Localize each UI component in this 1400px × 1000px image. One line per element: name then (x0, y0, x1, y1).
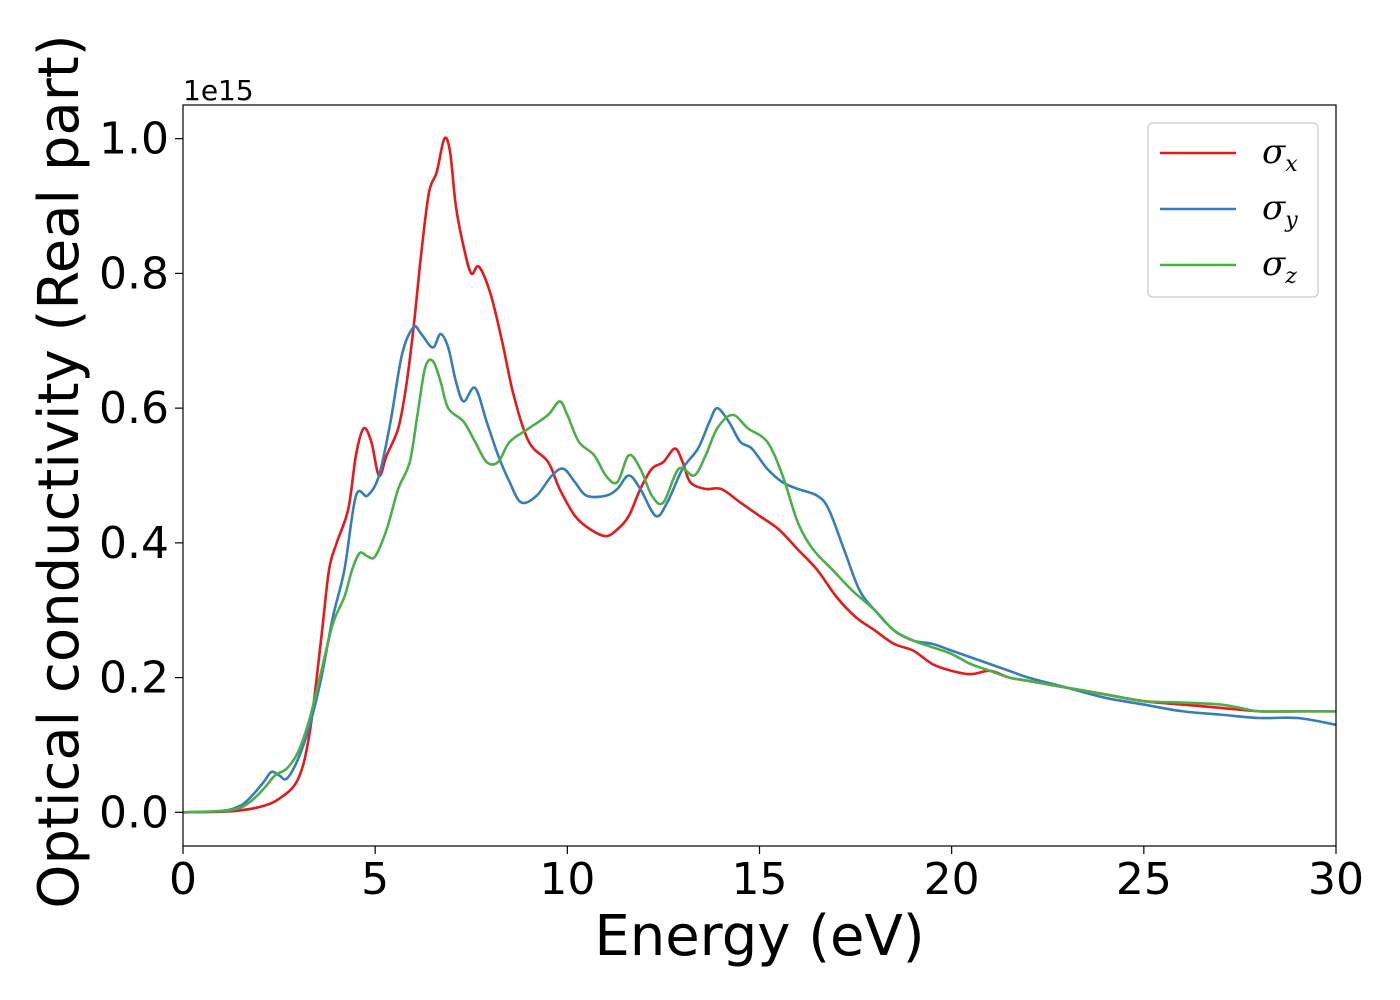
legend-label-sigma-y: σy (1262, 188, 1298, 233)
series-line-sigma-y (183, 325, 1336, 814)
x-axis-title: Energy (eV) (594, 904, 924, 969)
y-axis-title: Optical conductivity (Real part) (27, 34, 92, 908)
series-line-sigma-x (183, 136, 1336, 814)
series-lines (183, 136, 1336, 814)
legend-label-sigma-z: σz (1262, 244, 1297, 289)
x-tick-label: 0 (169, 854, 197, 905)
y-axis-offset-label: 1e15 (183, 74, 254, 107)
y-tick-label: 1.0 (99, 114, 169, 165)
x-tick-label: 10 (539, 854, 595, 905)
x-axis-ticks: 0 5 10 15 20 25 30 (169, 846, 1364, 905)
x-tick-label: 20 (924, 854, 980, 905)
x-tick-label: 25 (1116, 854, 1172, 905)
y-tick-label: 0.0 (99, 787, 169, 838)
legend: σx σy σz (1147, 122, 1319, 298)
legend-label-sigma-x: σx (1262, 132, 1298, 177)
y-tick-label: 0.8 (99, 248, 169, 299)
y-tick-label: 0.6 (99, 383, 169, 434)
x-tick-label: 15 (732, 854, 788, 905)
series-line-sigma-z (183, 358, 1336, 814)
x-tick-label: 30 (1308, 854, 1364, 905)
y-tick-label: 0.2 (99, 653, 169, 704)
y-tick-label: 0.4 (99, 518, 169, 569)
x-tick-label: 5 (361, 854, 389, 905)
y-axis-ticks: 0.0 0.2 0.4 0.6 0.8 1.0 (99, 114, 183, 838)
